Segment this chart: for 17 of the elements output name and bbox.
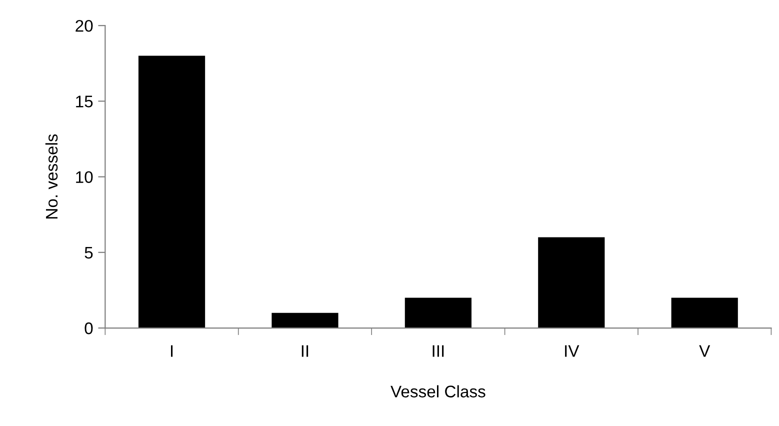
x-tick-label: V <box>699 345 710 357</box>
y-tick-label: 15 <box>76 96 93 108</box>
x-tick-label: IV <box>565 345 580 357</box>
bar <box>138 56 206 328</box>
x-tick-label: III <box>432 345 444 357</box>
y-tick-label: 10 <box>76 171 93 183</box>
bar <box>272 312 338 328</box>
bar <box>404 298 472 328</box>
bar <box>671 298 738 328</box>
y-tick-label: 20 <box>76 20 93 32</box>
x-axis-title: Vessel Class <box>390 385 486 398</box>
y-tick-label: 5 <box>84 246 93 259</box>
x-tick-label: I <box>170 345 173 357</box>
bar <box>538 237 605 328</box>
y-tick-label: 0 <box>84 322 93 334</box>
x-tick-label: II <box>302 345 308 357</box>
y-axis-title: No. vessels <box>45 134 58 218</box>
